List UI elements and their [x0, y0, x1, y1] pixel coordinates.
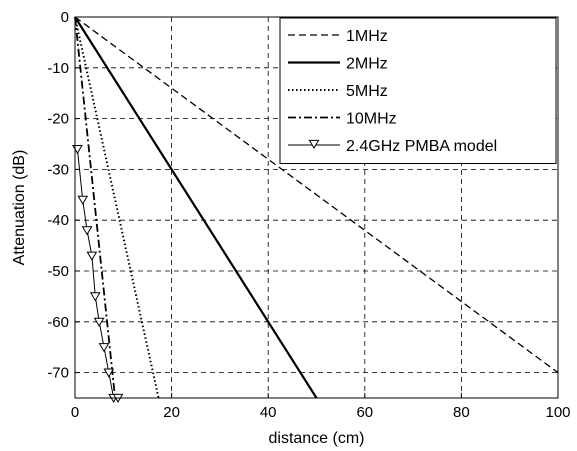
y-tick-label: -50 — [47, 263, 69, 280]
series-marker — [103, 368, 115, 378]
tick-marks — [74, 16, 559, 398]
series-marker — [93, 317, 105, 327]
y-axis-label: Attenuation (dB) — [11, 150, 28, 266]
legend-entry: 5MHz — [346, 83, 388, 100]
series-line-1mhz — [74, 16, 559, 374]
series-line-5mhz — [74, 16, 160, 399]
x-axis-label: distance (cm) — [268, 430, 364, 447]
series-marker — [89, 292, 101, 302]
series-marker — [86, 251, 98, 261]
x-tick-label: 80 — [453, 404, 470, 421]
tick-labels: 0 20 40 60 80 100 0 -10 -20 -30 -40 -50 -60 -70 — [47, 9, 570, 421]
series-line-2-4ghz-pmba-model — [76, 149, 118, 399]
x-tick-label: 0 — [71, 404, 79, 421]
legend-marker — [308, 139, 320, 150]
legend: 1MHz 2MHz 5MHz 10MHz 2.4GHz PMBA model — [279, 17, 557, 164]
series-marker — [98, 343, 110, 353]
series-line-2mhz — [74, 16, 318, 399]
legend-entry: 1MHz — [346, 28, 388, 45]
y-tick-label: -70 — [47, 365, 69, 382]
plot-frame — [74, 16, 559, 399]
series-marker — [77, 195, 89, 205]
x-tick-label: 40 — [260, 404, 277, 421]
x-tick-label: 60 — [356, 404, 373, 421]
x-tick-label: 20 — [163, 404, 180, 421]
series-marker — [72, 144, 83, 155]
legend-entry: 10MHz — [346, 111, 397, 128]
series-line-10mhz — [74, 16, 116, 399]
y-tick-label: -30 — [47, 161, 69, 178]
y-tick-label: -60 — [47, 314, 69, 331]
legend-entry: 2.4GHz PMBA model — [346, 138, 497, 155]
legend-entry: 2MHz — [346, 56, 388, 73]
y-tick-label: -10 — [47, 60, 69, 77]
legend-box — [279, 17, 557, 164]
y-tick-label: -20 — [47, 111, 69, 128]
y-tick-label: -40 — [47, 212, 69, 229]
series-lines — [72, 16, 559, 404]
x-tick-label: 100 — [545, 404, 570, 421]
series-marker — [81, 226, 93, 236]
y-tick-label: 0 — [61, 9, 69, 26]
